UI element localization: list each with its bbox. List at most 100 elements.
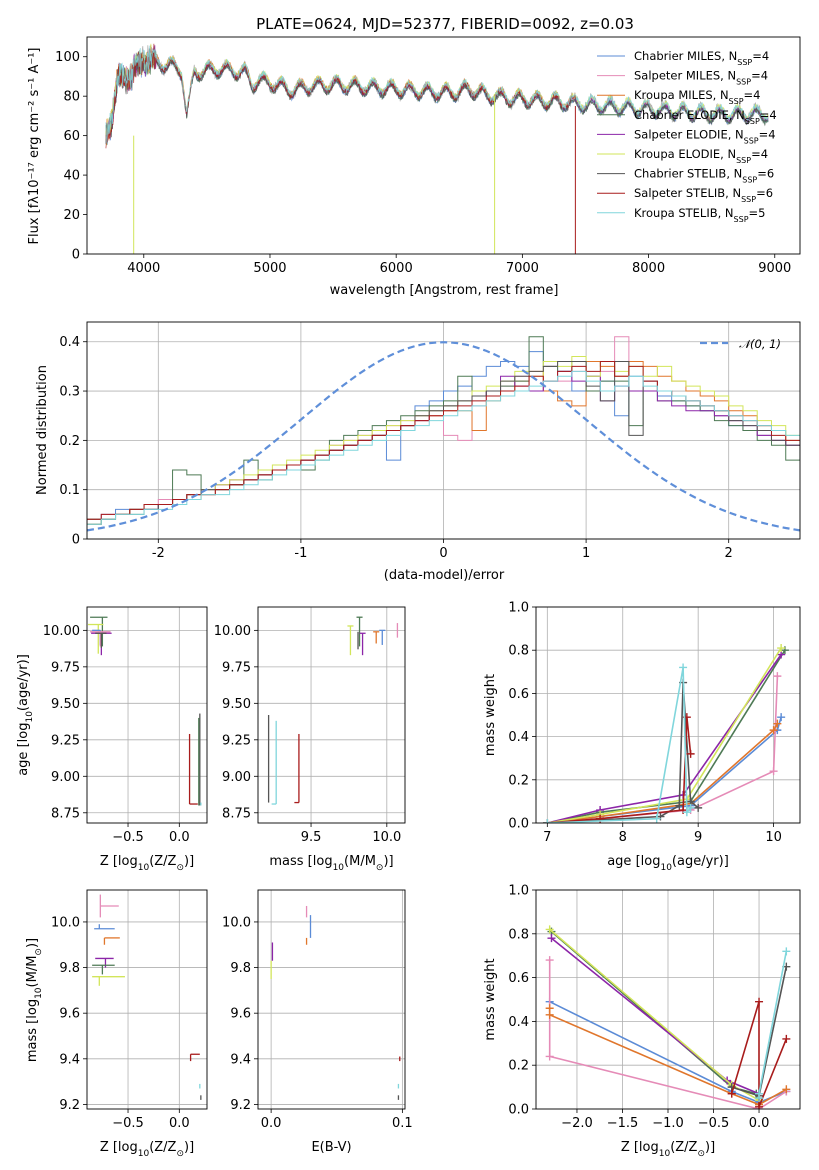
data-point-marker (686, 749, 695, 758)
x-tick-label: 0 (439, 546, 447, 561)
x-tick-label: −2.0 (561, 1116, 593, 1131)
y-tick-label: 0.6 (508, 687, 529, 702)
error-bar-point (103, 937, 120, 945)
y-tick-label: 10.00 (43, 624, 80, 639)
legend-subscript: SSP (729, 97, 744, 106)
legend-entry: Chabrier STELIB, NSSP=6 (634, 167, 774, 185)
x-tick-label: 4000 (127, 261, 160, 276)
label-part: (M/M (344, 854, 376, 869)
subscript: ⊙ (697, 1149, 705, 1159)
y-tick-label: 10.0 (222, 915, 251, 930)
x-tick-label: 0.0 (169, 830, 190, 845)
axes-frame (535, 889, 801, 1110)
legend-name: Salpeter STELIB, N (634, 186, 741, 200)
x-tick-label: −1.5 (607, 1116, 639, 1131)
model-spectrum-line (105, 45, 769, 144)
series-line (549, 928, 760, 1101)
legend-name: Kroupa ELODIE, N (634, 147, 736, 161)
data-point-marker (769, 726, 778, 735)
gridlines (536, 889, 800, 1110)
gridlines (258, 890, 405, 1109)
x-tick-label: −0.5 (112, 830, 144, 845)
figure-title: PLATE=0624, MJD=52377, FIBERID=0092, z=0… (256, 15, 634, 33)
panel-weight_vs_Z: −2.0 −1.5 −1.0 −0.5 0.0 0.0 0.2 0.4 0.6 0.8 1.0 Z [… (483, 884, 801, 1159)
series-line (547, 647, 782, 823)
plot-area (92, 894, 202, 1100)
data-point-marker (686, 803, 695, 812)
label-part: age [log (607, 854, 660, 869)
axes-frame (86, 321, 801, 540)
axes-frame (535, 606, 801, 824)
y-tick-label: 20 (63, 208, 80, 223)
series-kroupa-elodie (545, 925, 764, 1105)
x-tick-label: 9.5 (301, 830, 322, 845)
legend-subscript: SSP (742, 175, 757, 184)
y-tick-label: 40 (63, 169, 80, 184)
panel-spectrum: 4000 5000 6000 7000 8000 9000 0 20 40 60 80 100 Chab… (27, 36, 801, 298)
y-tick-label: 9.00 (222, 770, 251, 785)
y-tick-label: 9.75 (222, 660, 251, 675)
label-part: (M/M (25, 956, 40, 988)
subscript: 10 (34, 987, 44, 999)
y-axis-label: mass [log10(M/M⊙)] (25, 938, 44, 1062)
panel-mass_vs_EBV: 0.0 0.1 9.2 9.4 9.6 9.8 10.0 E(B-V) (222, 889, 413, 1155)
legend-count: =6 (757, 167, 774, 181)
legend-name: Chabrier STELIB, N (634, 167, 742, 181)
label-part: mass [log (269, 854, 332, 869)
subscript: ⊙ (376, 863, 384, 873)
y-tick-label: 8.75 (222, 806, 251, 821)
y-tick-label: 0.4 (508, 730, 529, 745)
series-line (547, 723, 779, 823)
x-tick-label: 8 (619, 830, 627, 845)
histogram-chabrier-elodie (87, 336, 800, 539)
label-part: )] (184, 1140, 194, 1155)
x-tick-label: 0.0 (261, 1116, 282, 1131)
y-axis-label: mass weight (483, 674, 498, 756)
error-bar-point (379, 629, 386, 645)
legend-count: =6 (756, 186, 773, 200)
x-tick-label: 8000 (632, 261, 665, 276)
y-tick-label: 80 (63, 90, 80, 105)
x-axis-label: Z [log10(Z/Z⊙)] (100, 854, 194, 873)
x-tick-label: -2 (152, 546, 165, 561)
label-part: Z [log (621, 1140, 659, 1155)
y-axis-label: Normed distribution (35, 365, 50, 495)
gridlines (87, 607, 207, 823)
label-part: (age/yr)] (16, 654, 31, 711)
series-line (550, 937, 760, 1095)
plot-area (267, 616, 399, 805)
plot-area (270, 905, 401, 1100)
legend-entry: Salpeter MILES, NSSP=4 (634, 69, 768, 87)
y-tick-label: 9.2 (230, 1098, 251, 1113)
x-tick-label: 0.0 (169, 1116, 190, 1131)
series-salpeter-elodie (543, 650, 786, 823)
subscript: ⊙ (176, 1149, 184, 1159)
legend-subscript: SSP (736, 77, 751, 86)
x-tick-label: 1 (582, 546, 590, 561)
plot-area (105, 43, 769, 254)
plot-area (545, 925, 791, 1109)
x-tick-label: 9 (694, 830, 702, 845)
label-part: (age/yr)] (672, 854, 729, 869)
y-tick-label: 9.25 (222, 733, 251, 748)
x-tick-label: 0.0 (749, 1116, 770, 1131)
x-axis-label: Z [log10(Z/Z⊙)] (100, 1140, 194, 1159)
data-point-marker (755, 1089, 764, 1098)
y-tick-label: 9.4 (230, 1052, 251, 1067)
panel-residuals: -2 -1 0 1 2 0 0.1 0.2 0.3 0.4 𝒩(0, 1) (data-model)/… (35, 321, 801, 583)
series-line (547, 667, 692, 823)
histogram-chabrier-miles (87, 351, 800, 539)
histogram-kroupa-stelib (87, 370, 800, 539)
series-line (758, 951, 788, 1098)
x-tick-label: 10 (765, 830, 782, 845)
series-line (547, 682, 699, 823)
legend-count: =4 (751, 69, 768, 83)
axes-frame (257, 606, 406, 824)
label-part: )] (25, 938, 40, 948)
error-bar-point (271, 720, 277, 805)
panel-age_vs_mass: 9.5 10.0 8.75 9.00 9.25 9.50 9.75 10.00 mass [lo… (214, 606, 406, 873)
x-tick-label: -1 (294, 546, 307, 561)
label-part: age [log (16, 723, 31, 776)
